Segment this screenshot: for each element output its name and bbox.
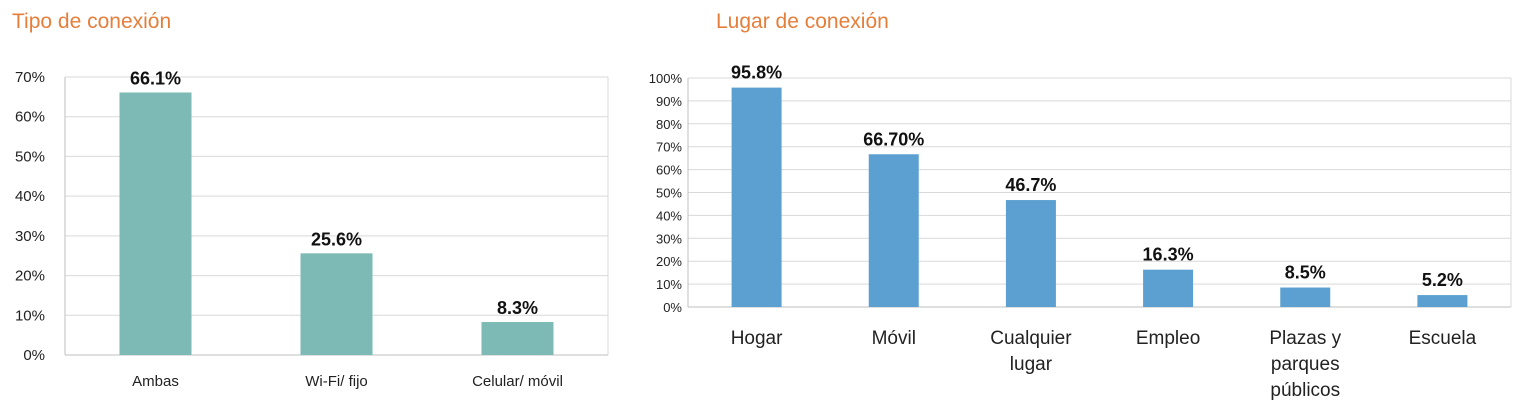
lugar-data-label: 16.3% xyxy=(1143,245,1194,265)
tipo-category-label: Ambas xyxy=(132,373,179,390)
lugar-data-label: 95.8% xyxy=(731,63,782,83)
tipo-bar xyxy=(481,322,554,355)
tipo-y-tick-label: 50% xyxy=(15,148,45,165)
tipo-y-tick-label: 10% xyxy=(15,307,45,324)
lugar-category-label: Cualquier xyxy=(990,328,1072,349)
tipo-category-label: Celular/ móvil xyxy=(472,373,563,390)
tipo-y-tick-label: 30% xyxy=(15,228,45,245)
lugar-category-label: Hogar xyxy=(731,328,783,349)
lugar-bar xyxy=(1280,287,1331,307)
chart-title-lugar: Lugar de conexión xyxy=(716,10,889,33)
chart-title-tipo: Tipo de conexión xyxy=(12,10,172,33)
lugar-y-tick-label: 60% xyxy=(656,163,682,178)
tipo-y-tick-label: 0% xyxy=(23,347,45,364)
tipo-bar xyxy=(119,92,192,355)
lugar-category-label: parques xyxy=(1271,354,1340,375)
lugar-category-label: lugar xyxy=(1010,354,1053,375)
lugar-category-label: Escuela xyxy=(1409,328,1477,349)
lugar-category-label: Móvil xyxy=(872,328,916,349)
lugar-y-tick-label: 100% xyxy=(649,71,683,86)
lugar-y-tick-label: 90% xyxy=(656,94,682,109)
lugar-data-label: 5.2% xyxy=(1422,270,1463,290)
lugar-y-tick-label: 50% xyxy=(656,186,682,201)
lugar-y-tick-label: 20% xyxy=(656,254,682,269)
lugar-data-label: 8.5% xyxy=(1285,263,1326,283)
lugar-y-tick-label: 10% xyxy=(656,277,682,292)
tipo-y-tick-label: 60% xyxy=(15,109,45,126)
tipo-y-tick-label: 70% xyxy=(15,69,45,86)
tipo-y-tick-label: 40% xyxy=(15,188,45,205)
tipo-data-label: 25.6% xyxy=(311,229,362,249)
tipo-y-tick-label: 20% xyxy=(15,268,45,285)
lugar-category-label: Empleo xyxy=(1136,328,1200,349)
lugar-y-tick-label: 80% xyxy=(656,117,682,132)
lugar-bar xyxy=(1143,269,1194,307)
lugar-bar xyxy=(731,87,782,307)
lugar-y-tick-label: 40% xyxy=(656,208,682,223)
lugar-data-label: 46.7% xyxy=(1005,175,1056,195)
lugar-y-tick-label: 0% xyxy=(663,300,682,315)
lugar-y-tick-label: 70% xyxy=(656,140,682,155)
lugar-bar xyxy=(868,154,919,307)
lugar-bar xyxy=(1417,295,1468,307)
lugar-bar xyxy=(1005,200,1056,307)
tipo-data-label: 66.1% xyxy=(130,68,181,88)
tipo-category-label: Wi-Fi/ fijo xyxy=(305,373,368,390)
tipo-bar xyxy=(300,253,373,355)
lugar-y-tick-label: 30% xyxy=(656,231,682,246)
lugar-category-label: públicos xyxy=(1270,380,1340,401)
lugar-data-label: 66.70% xyxy=(863,129,924,149)
lugar-category-label: Plazas y xyxy=(1269,328,1341,349)
tipo-data-label: 8.3% xyxy=(497,298,538,318)
